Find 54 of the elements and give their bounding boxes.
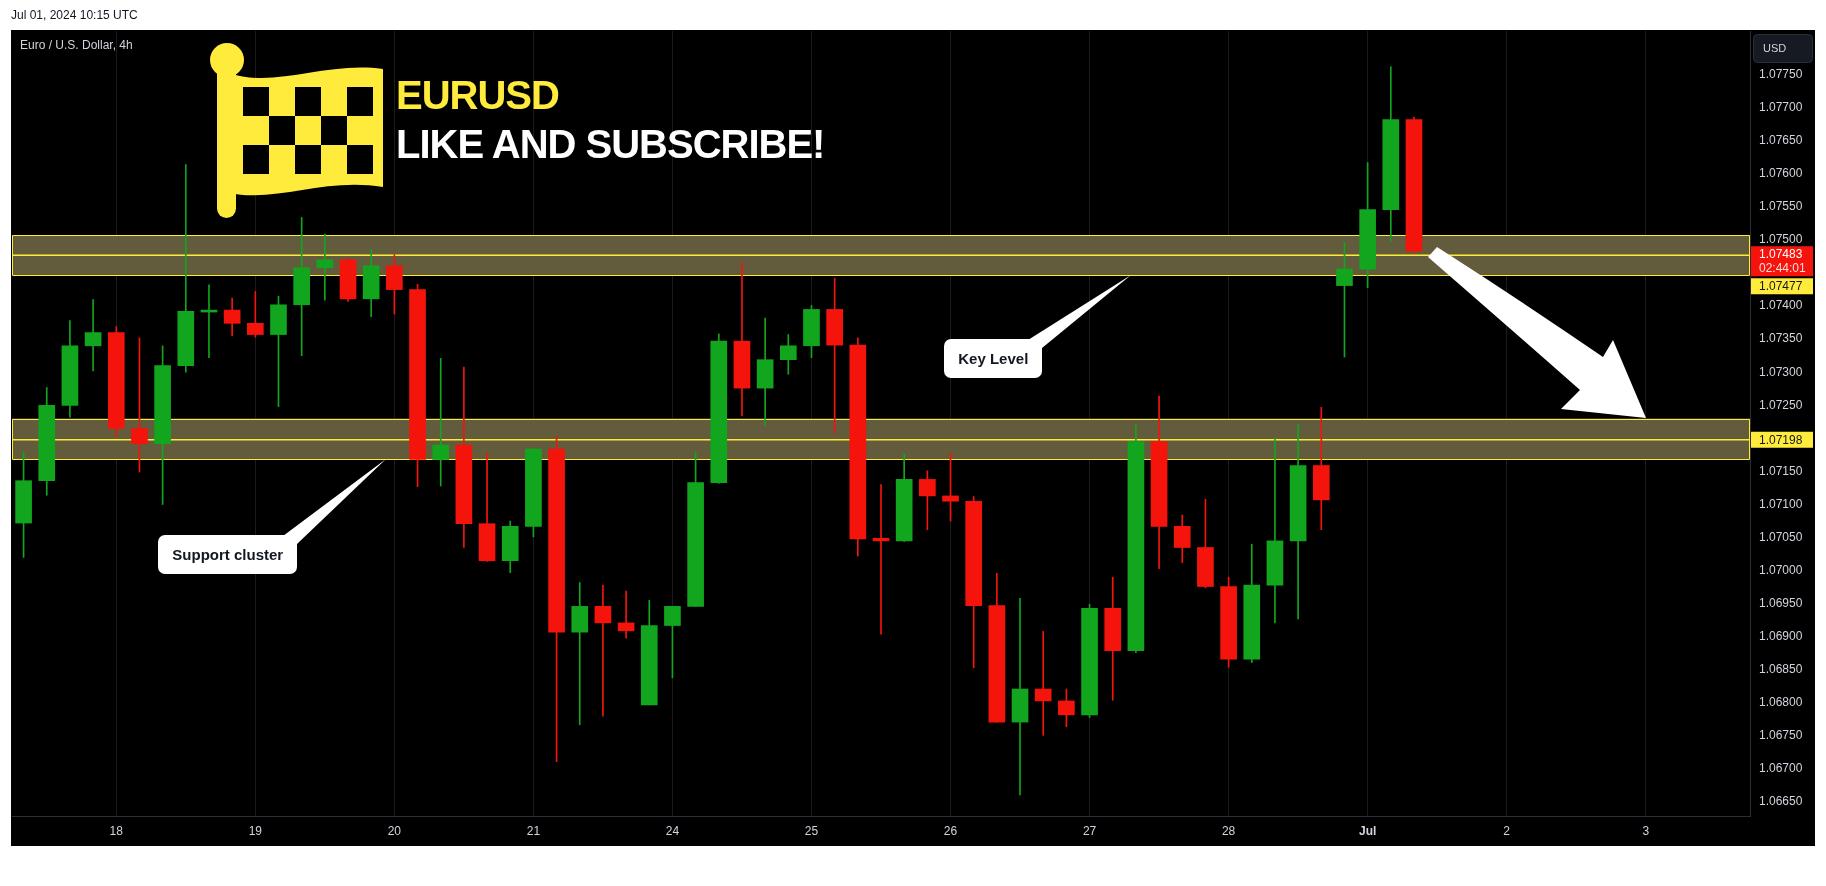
y-tick-label: 1.07650: [1759, 133, 1803, 148]
y-tick-label: 1.07550: [1759, 199, 1803, 214]
y-tick-label: 1.07750: [1759, 66, 1803, 81]
candlestick: [432, 358, 450, 487]
y-tick-label: 1.07700: [1759, 100, 1803, 115]
text: Jul 01, 2024 10:15 UTC: [11, 8, 138, 23]
x-tick-label: 18: [109, 823, 124, 838]
x-tick-label: 2: [1503, 823, 1511, 838]
y-tick-label: 1.07050: [1759, 529, 1803, 544]
x-tick-label: 21: [526, 823, 541, 838]
y-tick-label: 1.07000: [1759, 562, 1803, 577]
y-axis-title: USD: [1763, 42, 1787, 55]
annotation: Support cluster: [172, 544, 284, 564]
y-tick-label: 1.07100: [1759, 496, 1803, 511]
text: 02:44:01: [1759, 260, 1807, 275]
x-tick-label: 19: [248, 823, 263, 838]
y-tick-label: 1.06650: [1759, 794, 1803, 809]
y-tick-label: 1.06700: [1759, 761, 1803, 776]
text: 1.07483: [1759, 246, 1803, 261]
x-tick-label: 3: [1642, 823, 1650, 838]
x-tick-label: 20: [387, 823, 402, 838]
annotation: Key Level: [958, 349, 1029, 369]
candlestick: [617, 590, 635, 639]
x-tick-label: 24: [665, 823, 680, 838]
x-tick-label: 28: [1221, 823, 1236, 838]
annotation: Euro / U.S. Dollar, 4h: [20, 38, 133, 53]
y-tick-label: 1.07150: [1759, 463, 1803, 478]
ref-line-label: 1.07477: [1759, 279, 1803, 294]
candlestick: [1011, 598, 1029, 796]
y-tick-label: 1.07350: [1759, 331, 1803, 346]
candlestick: [1266, 437, 1284, 624]
candlestick: [571, 582, 589, 726]
candlestick: [246, 291, 264, 338]
y-tick-label: 1.07300: [1759, 364, 1803, 379]
candlestick: [1034, 631, 1052, 736]
y-tick-label: 1.07250: [1759, 397, 1803, 412]
x-tick-label: 26: [943, 823, 958, 838]
candlestick: [84, 299, 102, 372]
text: LIKE AND SUBSCRIBE!: [396, 122, 825, 166]
y-tick-label: 1.07400: [1759, 298, 1803, 313]
y-tick-label: 1.06800: [1759, 695, 1803, 710]
x-tick-label: 25: [804, 823, 819, 838]
y-tick-label: 1.06850: [1759, 662, 1803, 677]
text: EURUSD: [396, 73, 559, 117]
y-tick-label: 1.07500: [1759, 232, 1803, 247]
x-tick-label: Jul: [1358, 823, 1377, 838]
y-tick-label: 1.06900: [1759, 629, 1803, 644]
y-tick-label: 1.06950: [1759, 596, 1803, 611]
ref-line-label: 1.07198: [1759, 432, 1803, 447]
x-tick-label: 27: [1082, 823, 1097, 838]
candlestick: [594, 584, 612, 717]
y-tick-label: 1.07600: [1759, 166, 1803, 181]
candlestick: [316, 233, 334, 301]
y-tick-label: 1.06750: [1759, 728, 1803, 743]
